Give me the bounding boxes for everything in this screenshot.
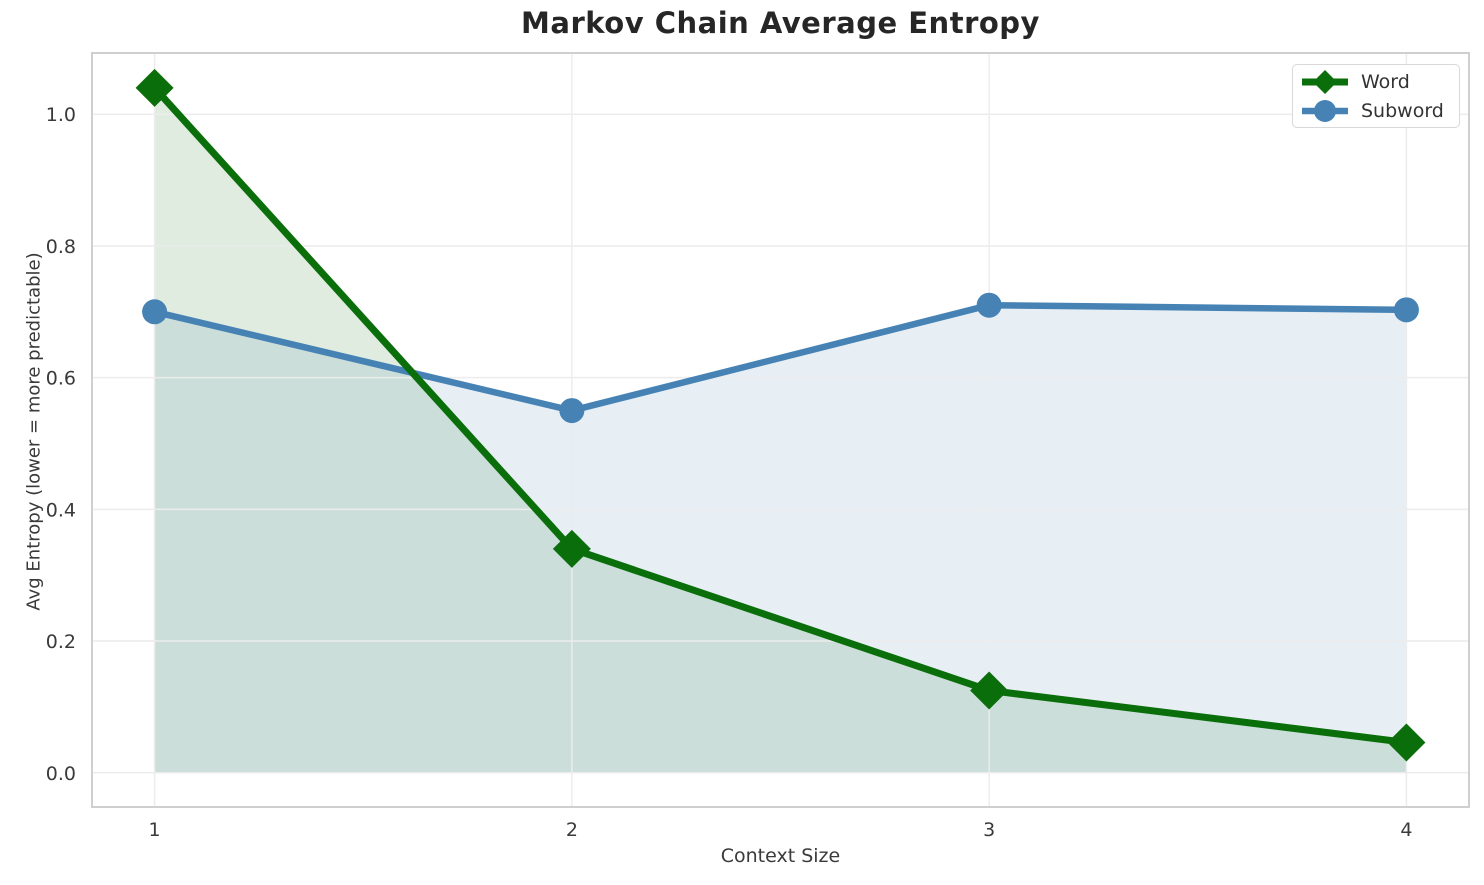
x-tick-label: 1: [149, 819, 161, 841]
legend-label-word: Word: [1361, 70, 1410, 93]
chart-title: Markov Chain Average Entropy: [521, 6, 1040, 40]
y-tick-label: 0.2: [46, 631, 76, 653]
axes-spines: [91, 52, 1470, 808]
subword-data-point: [142, 299, 168, 325]
subword-data-point: [1393, 297, 1419, 323]
x-tick-label: 4: [1400, 819, 1412, 841]
subword-line: [151, 301, 1410, 414]
subword-fill-area: [154, 305, 1407, 773]
word-data-point: [970, 671, 1009, 710]
y-tick-label: 0.4: [46, 499, 76, 521]
legend-item-subword: Subword: [1299, 96, 1451, 125]
x-tick-label: 2: [566, 819, 578, 841]
legend-item-word: Word: [1299, 67, 1451, 96]
x-tick-label: 3: [983, 819, 995, 841]
subword-circle-icon: [1302, 99, 1348, 122]
x-axis-label: Context Size: [720, 845, 841, 867]
y-tick-label: 0.8: [46, 236, 76, 258]
y-tick-label: 0.0: [46, 763, 76, 785]
legend-label-subword: Subword: [1361, 99, 1444, 122]
word-line: [151, 84, 1410, 746]
word-data-point: [552, 529, 591, 568]
word-data-point: [135, 68, 174, 107]
subword-data-point: [559, 398, 585, 424]
y-tick-label: 1.0: [46, 104, 76, 126]
axes-background: [92, 53, 1469, 807]
y-tick-label: 0.6: [46, 368, 76, 390]
word-fill-area: [154, 87, 1407, 773]
legend: Word Subword: [1292, 64, 1460, 128]
word-data-point: [1387, 723, 1426, 762]
word-diamond-icon: [1302, 69, 1348, 94]
subword-data-point: [976, 292, 1002, 318]
y-axis-label: Avg Entropy (lower = more predictable): [23, 252, 45, 611]
